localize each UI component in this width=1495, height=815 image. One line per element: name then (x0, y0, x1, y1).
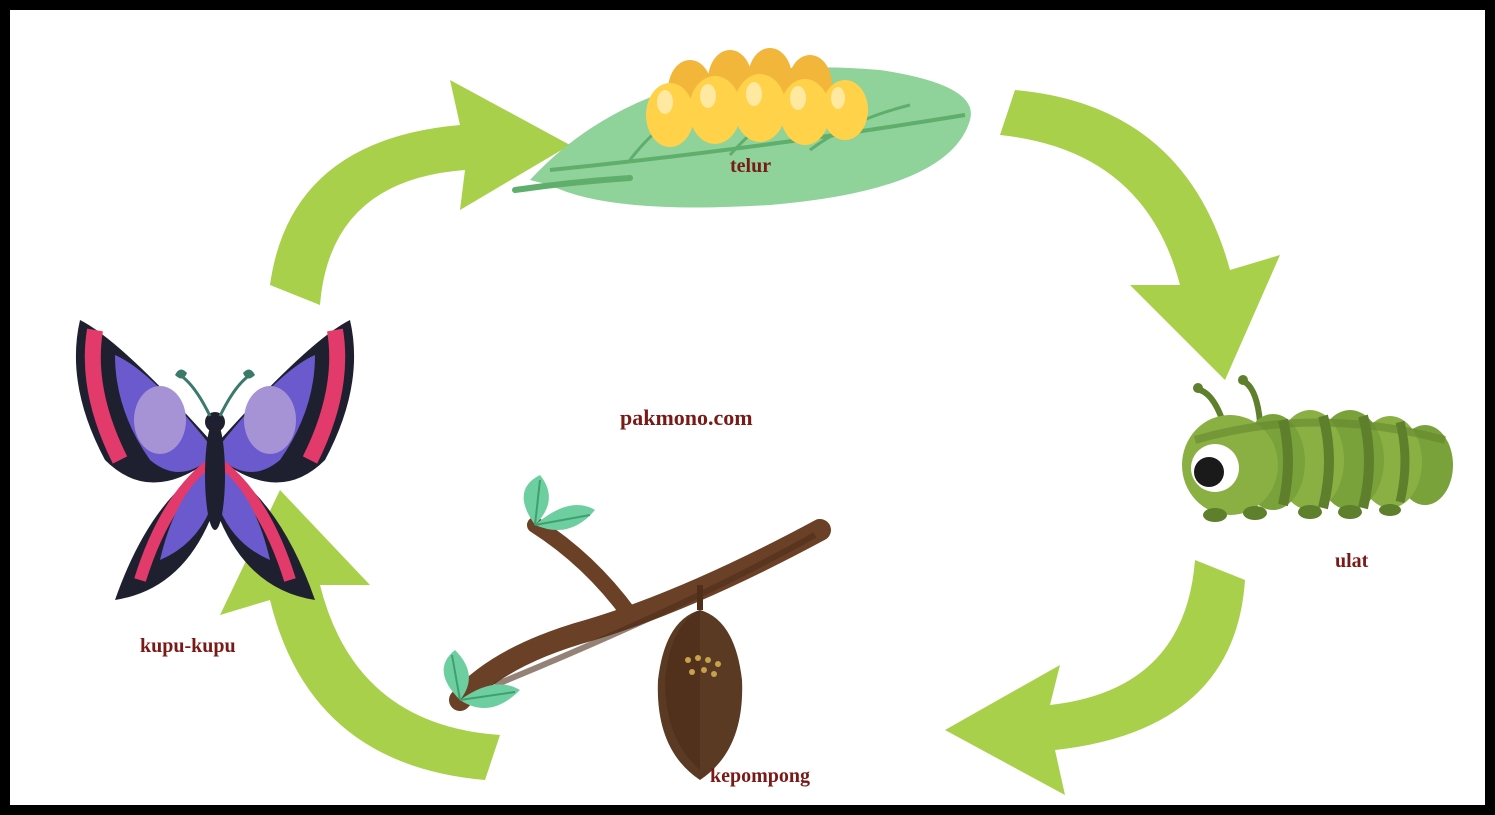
stage-kepompong (444, 475, 820, 780)
stage-ulat (1182, 375, 1453, 522)
chrysalis-icon (658, 585, 742, 780)
label-kupu-kupu: kupu-kupu (140, 635, 236, 658)
stage-telur (515, 48, 971, 208)
label-telur: telur (730, 155, 771, 178)
arrow-kupu-to-telur (270, 80, 570, 305)
label-kepompong: kepompong (710, 765, 810, 788)
diagram-frame: telur ulat kepompong kupu-kupu pakmono.c… (0, 0, 1495, 815)
watermark-center: pakmono.com (620, 405, 753, 431)
label-ulat: ulat (1335, 550, 1368, 573)
arrow-telur-to-ulat (1000, 90, 1280, 380)
eggs-icon (646, 48, 868, 147)
arrow-ulat-to-kepompong (945, 560, 1245, 795)
